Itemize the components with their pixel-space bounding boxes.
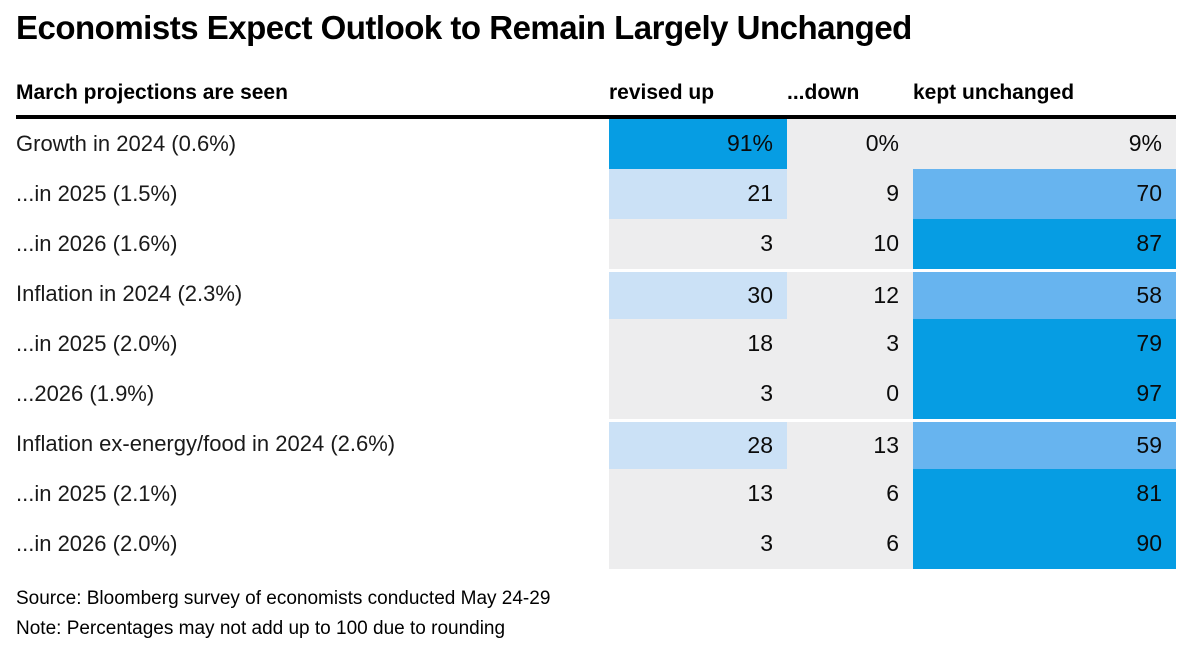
column-header-revised-up: revised up <box>609 80 715 104</box>
table-row: ...in 2026 (2.0%) 3 6 90 <box>16 518 1176 569</box>
cell-revised-up: 91% <box>609 118 787 169</box>
chart-container: Economists Expect Outlook to Remain Larg… <box>0 8 1192 644</box>
source-line: Source: Bloomberg survey of economists c… <box>16 587 551 609</box>
cell-revised-up: 3 <box>609 368 787 419</box>
row-label: Inflation ex-energy/food in 2024 (2.6%) <box>16 418 609 469</box>
cell-revised-up: 3 <box>609 518 787 569</box>
cell-down: 0 <box>787 368 913 419</box>
row-label: ...in 2025 (1.5%) <box>16 168 609 219</box>
cell-down: 6 <box>787 518 913 569</box>
row-label: ...in 2025 (2.0%) <box>16 318 609 369</box>
cell-kept-unchanged: 9% <box>913 118 1176 169</box>
table-row: Growth in 2024 (0.6%) 91% 0% 9% <box>16 118 1176 169</box>
cell-down: 13 <box>787 418 913 469</box>
cell-down: 10 <box>787 218 913 269</box>
row-label: ...in 2026 (1.6%) <box>16 218 609 269</box>
row-label: Growth in 2024 (0.6%) <box>16 118 609 169</box>
cell-kept-unchanged: 58 <box>913 268 1176 319</box>
cell-down: 6 <box>787 468 913 519</box>
table-row: ...in 2026 (1.6%) 3 10 87 <box>16 218 1176 269</box>
row-label: ...in 2026 (2.0%) <box>16 518 609 569</box>
table-header-row: March projections are seen revised up ..… <box>16 81 1176 105</box>
cell-revised-up: 3 <box>609 218 787 269</box>
table-row: ...in 2025 (2.0%) 18 3 79 <box>16 318 1176 369</box>
row-label: ...2026 (1.9%) <box>16 368 609 419</box>
column-header-down: ...down <box>787 80 860 104</box>
cell-kept-unchanged: 87 <box>913 218 1176 269</box>
table-row: Inflation in 2024 (2.3%) 30 12 58 <box>16 268 1176 319</box>
table-row: ...in 2025 (2.1%) 13 6 81 <box>16 468 1176 519</box>
column-header-kept-unchanged: kept unchanged <box>913 80 1075 104</box>
row-label: Inflation in 2024 (2.3%) <box>16 268 609 319</box>
table-row: Inflation ex-energy/food in 2024 (2.6%) … <box>16 418 1176 469</box>
cell-kept-unchanged: 79 <box>913 318 1176 369</box>
cell-down: 9 <box>787 168 913 219</box>
cell-down: 0% <box>787 118 913 169</box>
cell-kept-unchanged: 70 <box>913 168 1176 219</box>
header-rule <box>16 114 1176 119</box>
cell-revised-up: 13 <box>609 468 787 519</box>
table-body: Growth in 2024 (0.6%) 91% 0% 9% ...in 20… <box>16 118 1176 569</box>
column-header-projections: March projections are seen <box>16 80 288 104</box>
chart-footer: Source: Bloomberg survey of economists c… <box>16 584 1176 644</box>
cell-kept-unchanged: 97 <box>913 368 1176 419</box>
cell-revised-up: 18 <box>609 318 787 369</box>
note-line: Note: Percentages may not add up to 100 … <box>16 617 506 639</box>
cell-kept-unchanged: 59 <box>913 418 1176 469</box>
table-row: ...in 2025 (1.5%) 21 9 70 <box>16 168 1176 219</box>
cell-down: 3 <box>787 318 913 369</box>
cell-kept-unchanged: 90 <box>913 518 1176 569</box>
row-label: ...in 2025 (2.1%) <box>16 468 609 519</box>
cell-revised-up: 30 <box>609 268 787 319</box>
page-title: Economists Expect Outlook to Remain Larg… <box>16 9 912 46</box>
cell-kept-unchanged: 81 <box>913 468 1176 519</box>
cell-down: 12 <box>787 268 913 319</box>
table-row: ...2026 (1.9%) 3 0 97 <box>16 368 1176 419</box>
cell-revised-up: 21 <box>609 168 787 219</box>
cell-revised-up: 28 <box>609 418 787 469</box>
